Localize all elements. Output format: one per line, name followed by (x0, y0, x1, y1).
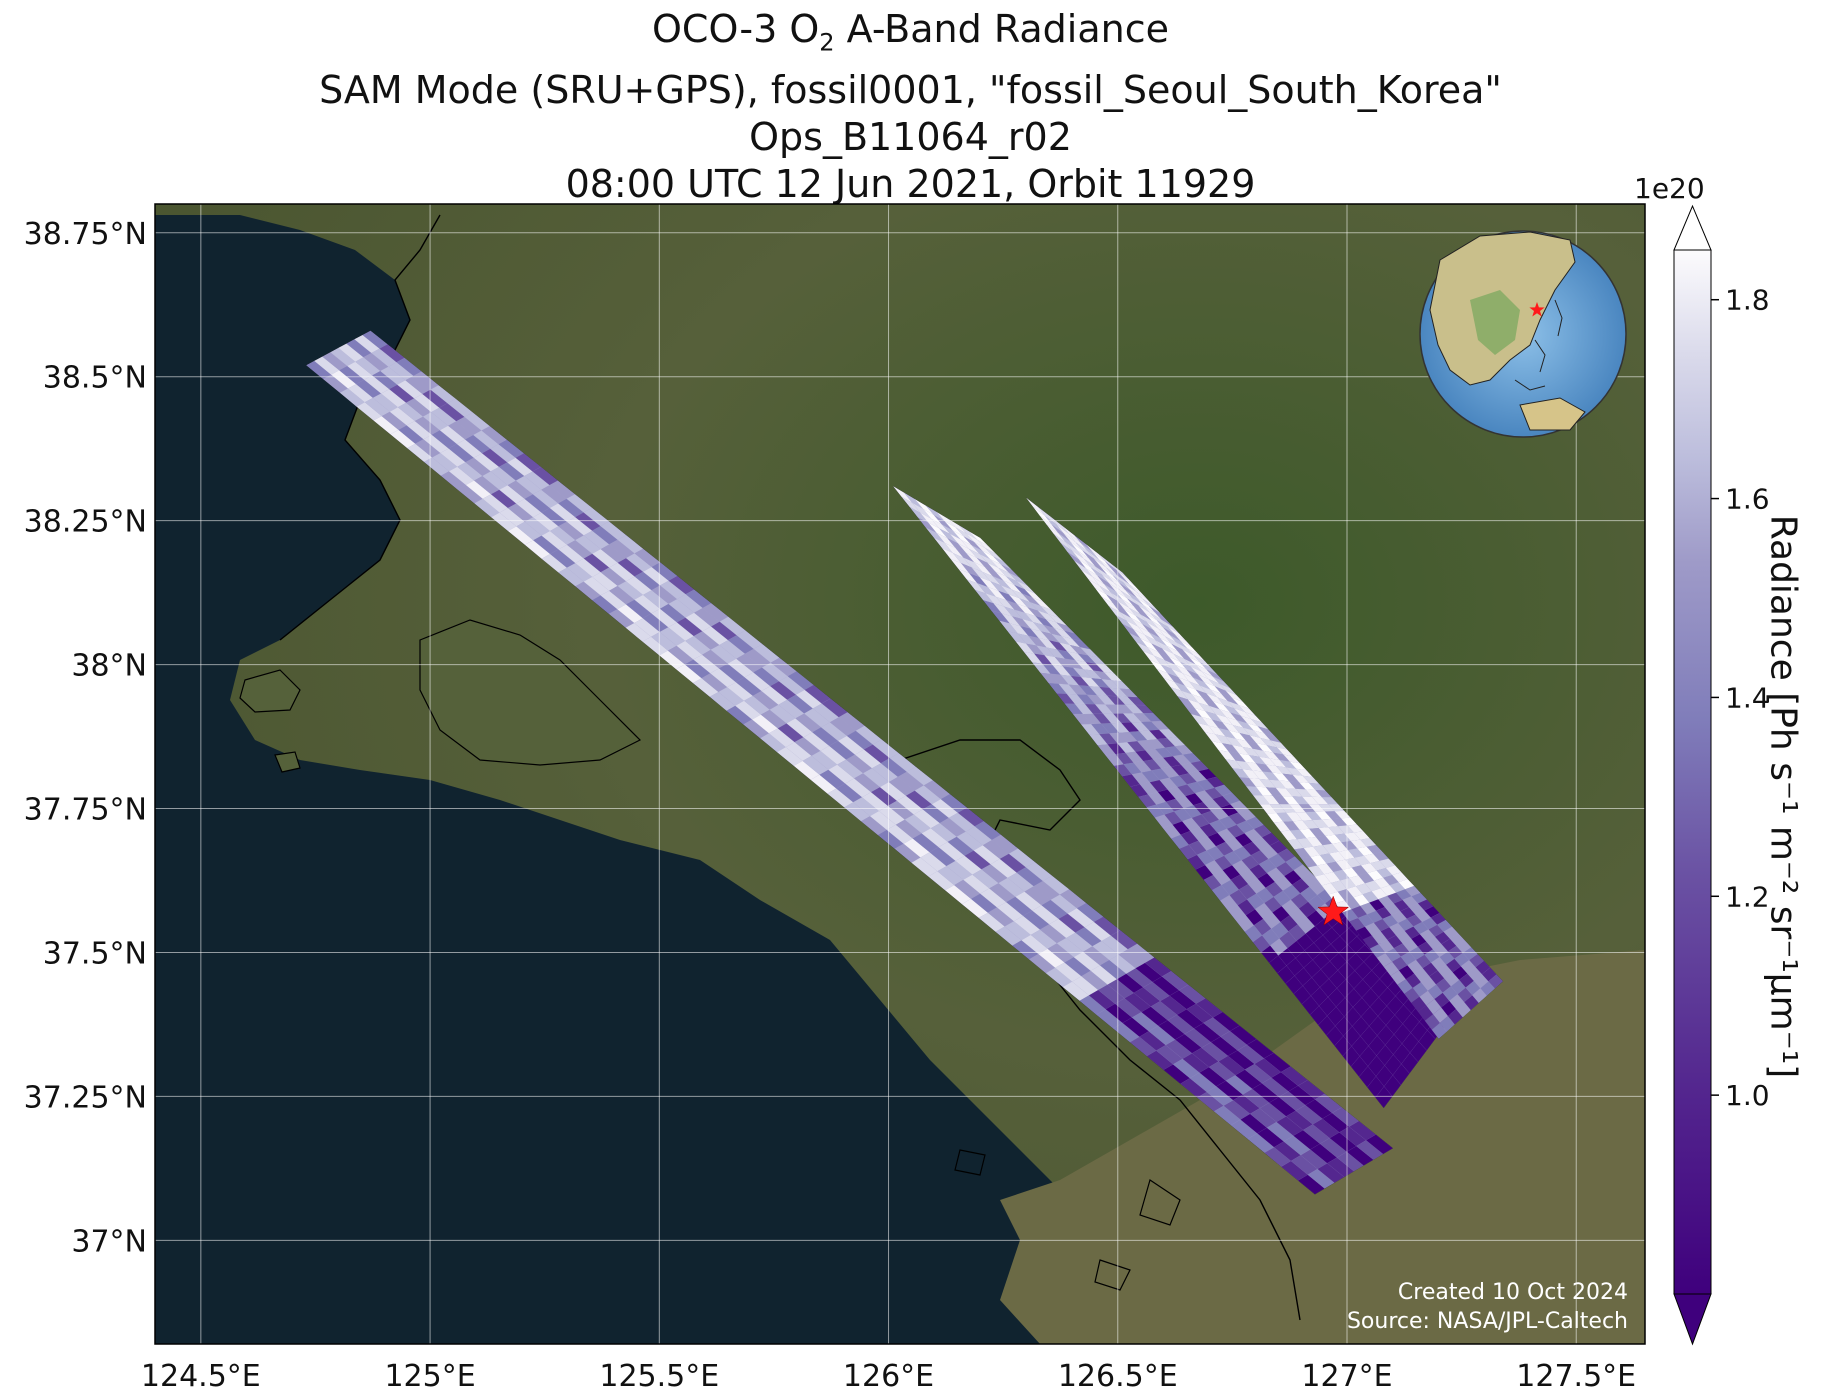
title-line-4: 08:00 UTC 12 Jun 2021, Orbit 11929 (565, 161, 1256, 206)
lon-tick-label-0: 124.5°E (141, 1359, 261, 1392)
lon-tick-label-2: 125.5°E (599, 1359, 719, 1392)
lat-tick-label-0: 38.75°N (24, 217, 147, 252)
credit-created: Created 10 Oct 2024 (1397, 1280, 1628, 1305)
colorbar-frame (1673, 249, 1712, 1295)
inset-globe (1419, 230, 1627, 438)
coastline-islands-south (954, 1149, 1181, 1291)
colorbar-label: Radiance [Ph s⁻¹ m⁻² sr⁻¹μm⁻¹] (1762, 514, 1804, 1079)
colorbar-tick-label-1: 1.2 (1725, 880, 1770, 913)
map-frame (154, 203, 1646, 1345)
title-line-2: SAM Mode (SRU+GPS), fossil0001, "fossil_… (319, 67, 1502, 112)
globe-marker (1529, 302, 1545, 317)
lat-tick-label-3: 38°N (71, 649, 147, 684)
lon-tick-label-6: 127.5°E (1516, 1359, 1636, 1392)
lon-tick-label-1: 125°E (384, 1359, 475, 1392)
lat-tick-label-2: 38.25°N (24, 505, 147, 540)
colorbar-tick-label-0: 1.0 (1725, 1079, 1770, 1112)
globe-australia (1519, 397, 1586, 431)
colorbar: 1.0 1.2 1.4 1.6 1.8 (1673, 204, 1770, 1346)
map-grid (155, 204, 1645, 1344)
swath-cell (1365, 1134, 1394, 1155)
lon-tick-label-3: 126°E (843, 1359, 934, 1392)
globe-islands (1514, 299, 1563, 391)
chart-title: OCO-3 O2 A-Band Radiance SAM Mode (SRU+G… (0, 6, 1821, 208)
colorbar-tick-label-3: 1.6 (1725, 483, 1770, 516)
lon-tick-label-4: 126.5°E (1058, 1359, 1178, 1392)
title-line-3: Ops_B11064_r02 (749, 114, 1072, 159)
swath-cells (305, 330, 1504, 1195)
axis-tick-labels: 124.5°E 125°E 125.5°E 126°E 126.5°E 127°E 127.… (24, 217, 1636, 1392)
lon-tick-label-5: 127°E (1301, 1359, 1392, 1392)
credit-source: Source: NASA/JPL-Caltech (1346, 1309, 1628, 1334)
credit-text: Created 10 Oct 2024 Source: NASA/JPL-Cal… (1347, 1278, 1628, 1336)
lat-tick-label-5: 37.5°N (43, 936, 147, 971)
colorbar-extend-high (1673, 204, 1712, 251)
globe-land-green (1470, 290, 1520, 355)
colorbar-tick-label-2: 1.4 (1725, 681, 1770, 714)
colorbar-gradient (1674, 250, 1711, 1294)
map-area (155, 204, 1645, 1344)
island-small (274, 751, 301, 773)
colorbar-extend-low (1673, 1293, 1712, 1346)
colorbar-tick-label-4: 1.8 (1725, 284, 1770, 317)
colorbar-exponent: 1e20 (1634, 172, 1705, 205)
island-large (239, 669, 301, 713)
lat-tick-label-6: 37.25°N (24, 1080, 147, 1115)
land-ongjin (419, 619, 642, 766)
lat-tick-label-7: 37°N (71, 1224, 147, 1259)
lat-tick-label-4: 37.75°N (24, 793, 147, 828)
coastline-west (279, 214, 441, 641)
target-star-marker (1317, 895, 1350, 926)
swath-cell (1488, 974, 1504, 989)
title-line-1: OCO-3 O2 A-Band Radiance (652, 7, 1169, 57)
colorbar-ticks: 1.0 1.2 1.4 1.6 1.8 (1711, 284, 1770, 1112)
lat-tick-label-1: 38.5°N (43, 361, 147, 396)
